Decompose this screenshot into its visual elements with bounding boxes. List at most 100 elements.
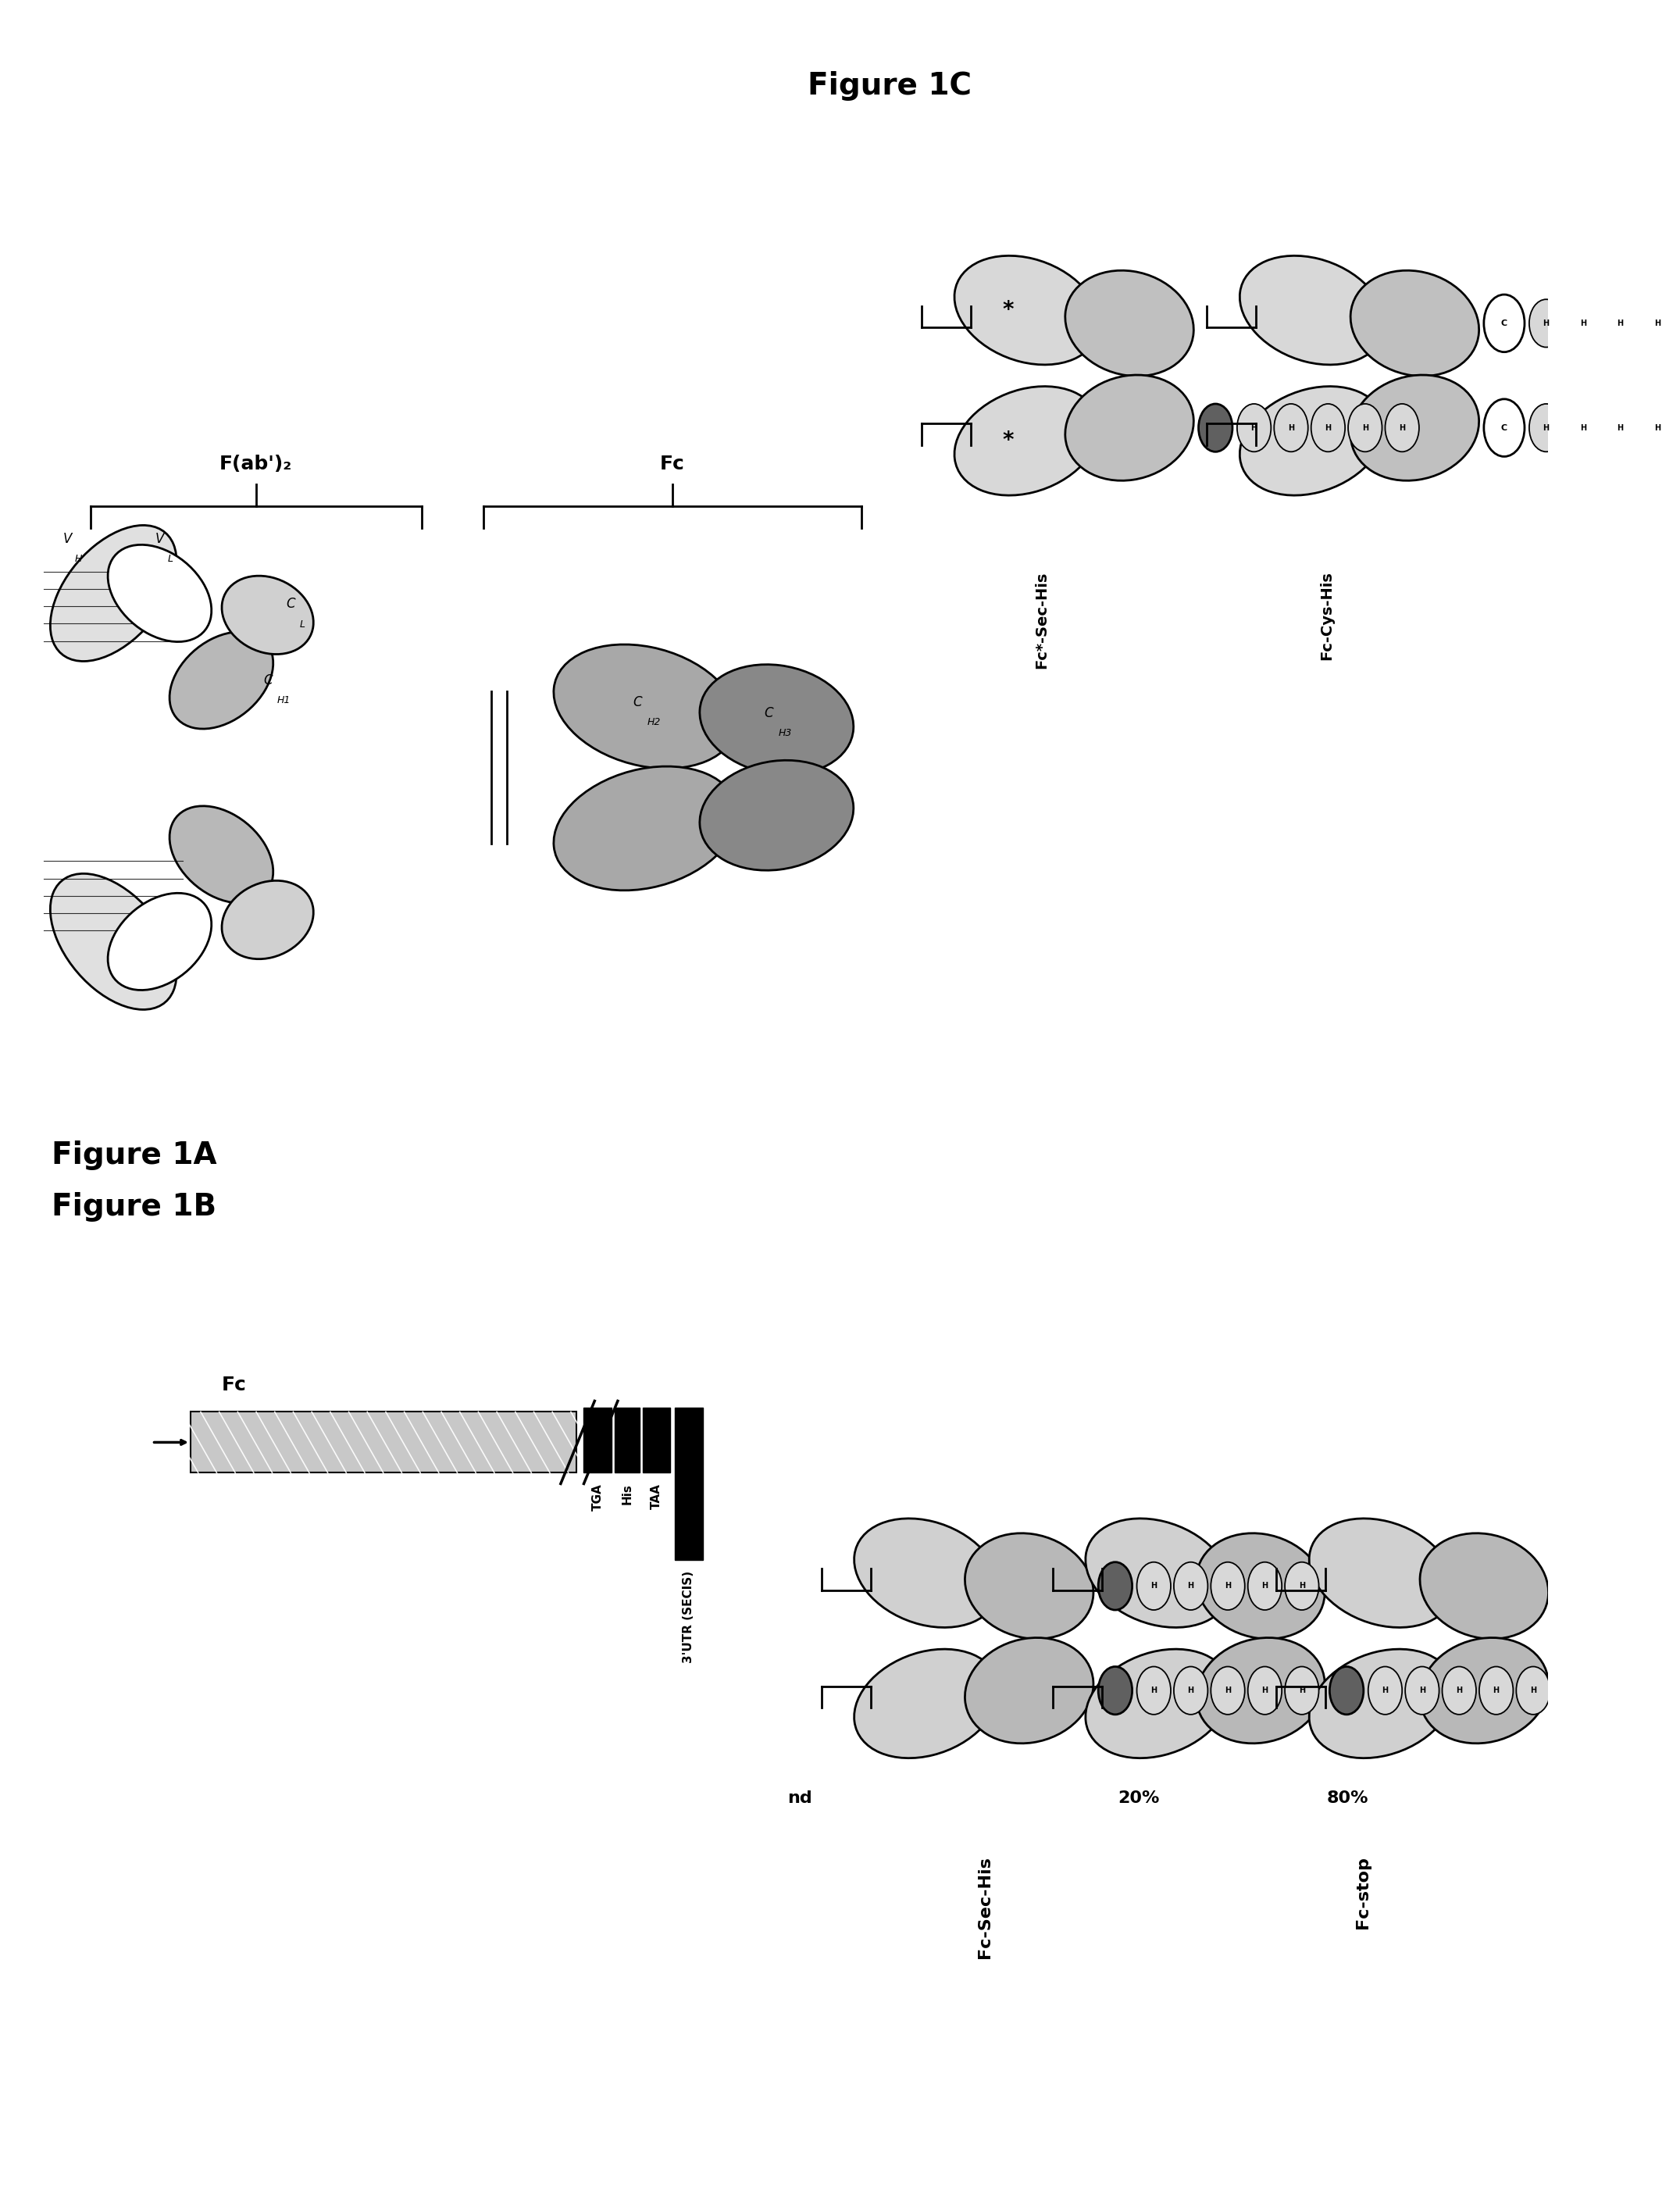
Ellipse shape (853, 1650, 1000, 1759)
Circle shape (1099, 1667, 1132, 1715)
Ellipse shape (554, 766, 738, 891)
Text: H3: H3 (778, 729, 791, 737)
Text: H: H (1225, 1687, 1231, 1694)
Text: H: H (1618, 424, 1623, 431)
Circle shape (1137, 1562, 1171, 1610)
Text: H1: H1 (277, 696, 291, 707)
Ellipse shape (222, 880, 314, 958)
Text: H: H (76, 554, 82, 565)
Text: H: H (1420, 1687, 1425, 1694)
Ellipse shape (853, 1518, 1000, 1628)
Text: Fc-Cys-His: Fc-Cys-His (1319, 571, 1334, 661)
Circle shape (1248, 1562, 1282, 1610)
Text: Fc-Sec-His: Fc-Sec-His (978, 1855, 993, 1958)
Ellipse shape (699, 759, 853, 871)
Bar (190, 1411, 576, 1473)
Text: C: C (286, 597, 296, 610)
Circle shape (1384, 405, 1420, 451)
Ellipse shape (964, 1637, 1094, 1744)
Text: 20%: 20% (1119, 1790, 1159, 1807)
Text: TGA: TGA (591, 1483, 603, 1512)
Text: 80%: 80% (1327, 1790, 1368, 1807)
Text: H: H (1362, 424, 1368, 431)
Text: F(ab')₂: F(ab')₂ (220, 455, 292, 473)
Text: 3'UTR (SECIS): 3'UTR (SECIS) (682, 1571, 694, 1663)
Text: H: H (1542, 319, 1549, 328)
Ellipse shape (1420, 1637, 1549, 1744)
Text: H: H (1579, 319, 1586, 328)
Circle shape (1273, 405, 1309, 451)
Circle shape (1236, 405, 1272, 451)
Circle shape (1640, 300, 1675, 348)
Text: H: H (1579, 424, 1586, 431)
Circle shape (1677, 300, 1680, 348)
Text: H: H (1655, 424, 1660, 431)
Text: C: C (633, 696, 642, 709)
Ellipse shape (108, 545, 212, 641)
Ellipse shape (170, 805, 274, 904)
Text: Fc: Fc (660, 455, 685, 473)
Text: nd: nd (788, 1790, 811, 1807)
Ellipse shape (108, 893, 212, 991)
Ellipse shape (1240, 256, 1384, 365)
Circle shape (1368, 1667, 1403, 1715)
Circle shape (1099, 1562, 1132, 1610)
Ellipse shape (170, 632, 274, 729)
Circle shape (1211, 1667, 1245, 1715)
Ellipse shape (1351, 271, 1478, 376)
Ellipse shape (50, 525, 176, 661)
Ellipse shape (1065, 374, 1194, 481)
Text: H: H (1494, 1687, 1499, 1694)
Circle shape (1483, 398, 1524, 457)
Circle shape (1211, 1562, 1245, 1610)
Circle shape (1441, 1667, 1477, 1715)
Text: H: H (1188, 1582, 1194, 1591)
Bar (615, 1407, 640, 1473)
Text: H: H (1188, 1687, 1194, 1694)
Ellipse shape (1065, 271, 1194, 376)
Text: H: H (1655, 319, 1660, 328)
Ellipse shape (1309, 1650, 1453, 1759)
Circle shape (1248, 1667, 1282, 1715)
Circle shape (1174, 1667, 1208, 1715)
Circle shape (1603, 300, 1636, 348)
Text: H: H (1225, 1582, 1231, 1591)
Text: L: L (168, 554, 173, 565)
Circle shape (1285, 1562, 1319, 1610)
Text: H: H (1299, 1687, 1305, 1694)
Circle shape (1285, 1667, 1319, 1715)
Text: C: C (764, 707, 773, 720)
Circle shape (1198, 405, 1233, 451)
Text: H: H (1262, 1582, 1268, 1591)
Ellipse shape (699, 665, 853, 775)
Circle shape (1478, 1667, 1514, 1715)
Circle shape (1529, 300, 1562, 348)
Text: H: H (1151, 1582, 1158, 1591)
Text: C: C (264, 674, 272, 687)
Text: His: His (622, 1483, 633, 1505)
Circle shape (1310, 405, 1346, 451)
Circle shape (1404, 1667, 1440, 1715)
Ellipse shape (222, 575, 314, 654)
Bar (585, 1407, 612, 1473)
Circle shape (1137, 1667, 1171, 1715)
Ellipse shape (50, 873, 176, 1009)
Text: H: H (1289, 424, 1294, 431)
Circle shape (1483, 295, 1524, 352)
Text: H: H (1618, 319, 1623, 328)
Text: Fc*-Sec-His: Fc*-Sec-His (1035, 571, 1048, 670)
Bar (642, 1407, 670, 1473)
Circle shape (1529, 405, 1562, 451)
Circle shape (1603, 405, 1636, 451)
Text: H: H (1530, 1687, 1537, 1694)
Text: C: C (1500, 424, 1507, 431)
Ellipse shape (1196, 1637, 1326, 1744)
Text: H: H (1151, 1687, 1158, 1694)
Ellipse shape (1420, 1534, 1549, 1639)
Ellipse shape (1085, 1650, 1230, 1759)
Text: C: C (1500, 319, 1507, 328)
Circle shape (1329, 1667, 1364, 1715)
Text: V: V (62, 532, 72, 545)
Ellipse shape (1351, 374, 1478, 481)
Text: *: * (1003, 429, 1013, 451)
